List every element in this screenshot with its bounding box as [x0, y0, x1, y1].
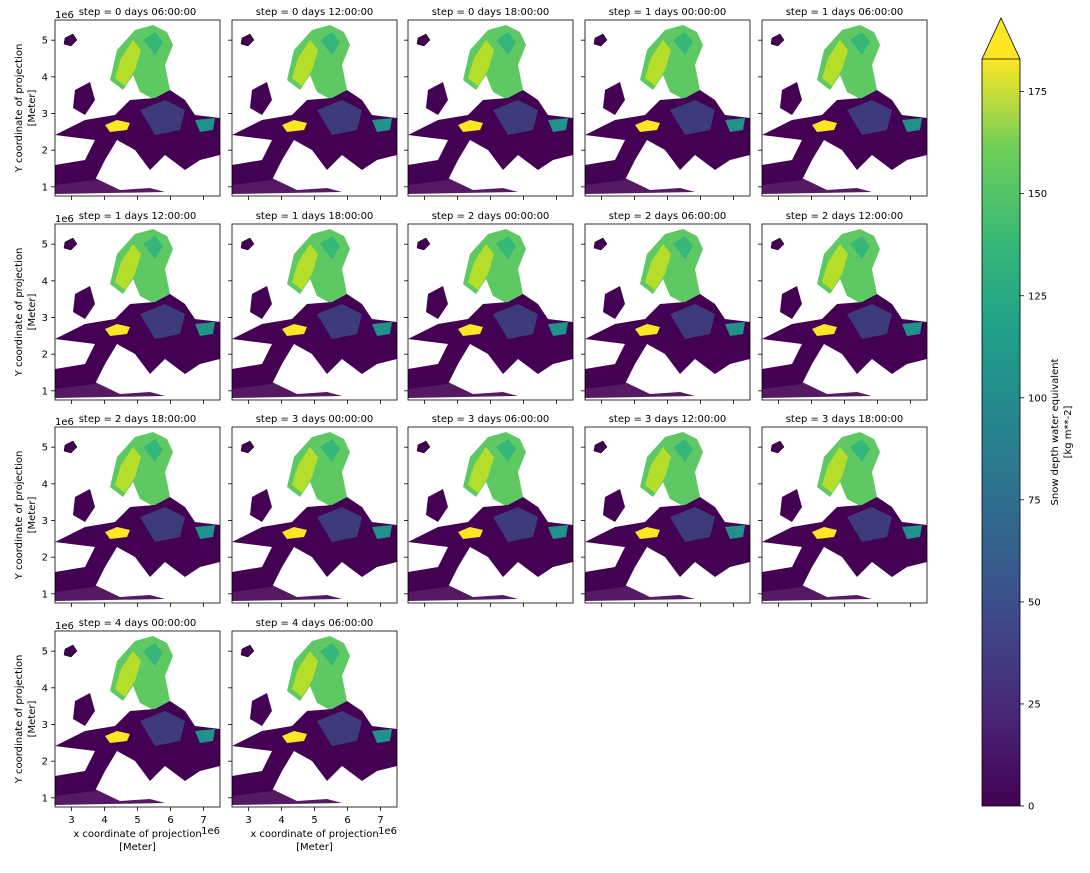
y-tick-label: 4 [42, 683, 48, 694]
colorbar-tick-label: 25 [1028, 699, 1041, 710]
y-tick-label: 5 [42, 443, 48, 454]
panel-title: step = 2 days 18:00:00 [79, 414, 197, 425]
map [585, 228, 750, 399]
panel-title: step = 4 days 06:00:00 [256, 618, 374, 629]
map [585, 431, 750, 602]
x-tick-label: 6 [167, 815, 173, 826]
panel-title: step = 1 days 00:00:00 [609, 7, 727, 18]
y-tick-label: 1 [42, 793, 48, 804]
map [585, 24, 750, 195]
x-tick-label: 3 [245, 815, 251, 826]
x-tick-label: 3 [68, 815, 74, 826]
panel-title: step = 2 days 00:00:00 [432, 211, 550, 222]
y-axis-label: Y coordinate of projection [14, 451, 25, 581]
panel-title: step = 2 days 12:00:00 [786, 211, 904, 222]
map [55, 635, 220, 806]
y-tick-label: 2 [42, 350, 48, 361]
x-tick-label: 4 [278, 815, 284, 826]
panel-title: step = 0 days 18:00:00 [432, 7, 550, 18]
panel-title: step = 4 days 00:00:00 [79, 618, 197, 629]
panel-title: step = 3 days 12:00:00 [609, 414, 727, 425]
colorbar-tick-label: 175 [1028, 87, 1047, 98]
y-tick-label: 1 [42, 589, 48, 600]
map [232, 635, 397, 806]
y-tick-label: 5 [42, 647, 48, 658]
x-axis-label: x coordinate of projection [250, 829, 378, 840]
x-tick-label: 6 [344, 815, 350, 826]
panel-title: step = 1 days 12:00:00 [79, 211, 197, 222]
map [408, 24, 573, 195]
y-tick-label: 1 [42, 182, 48, 193]
x-offset: 1e6 [378, 826, 397, 837]
x-tick-label: 5 [311, 815, 317, 826]
colorbar-tick-label: 75 [1028, 495, 1041, 506]
x-offset: 1e6 [201, 826, 220, 837]
colorbar-label: [kg m**-2] [1063, 405, 1074, 458]
x-axis-label: [Meter] [296, 842, 333, 853]
panel-title: step = 3 days 00:00:00 [256, 414, 374, 425]
y-axis-label: [Meter] [27, 294, 38, 331]
panel-title: step = 1 days 06:00:00 [786, 7, 904, 18]
y-offset: 1e6 [55, 621, 74, 632]
panel-title: step = 0 days 06:00:00 [79, 7, 197, 18]
y-axis-label: [Meter] [27, 701, 38, 738]
map [232, 228, 397, 399]
map [55, 228, 220, 399]
colorbar-label: Snow depth water equivalent [1050, 358, 1061, 505]
colorbar-tick-label: 100 [1028, 393, 1047, 404]
x-tick-label: 7 [377, 815, 383, 826]
x-tick-label: 5 [134, 815, 140, 826]
y-offset: 1e6 [55, 214, 74, 225]
y-tick-label: 3 [42, 313, 48, 324]
panel-title: step = 1 days 18:00:00 [256, 211, 374, 222]
y-axis-label: Y coordinate of projection [14, 655, 25, 785]
y-tick-label: 4 [42, 276, 48, 287]
panel-title: step = 2 days 06:00:00 [609, 211, 727, 222]
y-axis-label: [Meter] [27, 497, 38, 534]
y-tick-label: 4 [42, 479, 48, 490]
y-tick-label: 2 [42, 146, 48, 157]
panel-title: step = 0 days 12:00:00 [256, 7, 374, 18]
x-axis-label: x coordinate of projection [73, 829, 201, 840]
y-offset: 1e6 [55, 10, 74, 21]
y-axis-label: [Meter] [27, 90, 38, 127]
colorbar-tick-label: 125 [1028, 291, 1047, 302]
map [55, 431, 220, 602]
y-tick-label: 4 [42, 72, 48, 83]
panel-title: step = 3 days 18:00:00 [786, 414, 904, 425]
y-tick-label: 3 [42, 109, 48, 120]
x-axis-label: [Meter] [119, 842, 156, 853]
colorbar-extend [981, 17, 1021, 60]
x-tick-label: 7 [200, 815, 206, 826]
y-tick-label: 3 [42, 516, 48, 527]
map [762, 431, 927, 602]
colorbar-tick-label: 150 [1028, 189, 1047, 200]
map [232, 431, 397, 602]
y-offset: 1e6 [55, 417, 74, 428]
y-tick-label: 1 [42, 386, 48, 397]
map [762, 228, 927, 399]
colorbar-tick-label: 0 [1028, 802, 1034, 813]
y-tick-label: 5 [42, 240, 48, 251]
map [55, 24, 220, 195]
colorbar-tick-label: 50 [1028, 597, 1041, 608]
map [232, 24, 397, 195]
colorbar [982, 59, 1020, 806]
y-tick-label: 2 [42, 757, 48, 768]
map [762, 24, 927, 195]
y-tick-label: 5 [42, 36, 48, 47]
panel-title: step = 3 days 06:00:00 [432, 414, 550, 425]
map [408, 228, 573, 399]
map [408, 431, 573, 602]
y-axis-label: Y coordinate of projection [14, 248, 25, 378]
x-tick-label: 4 [101, 815, 107, 826]
y-axis-label: Y coordinate of projection [14, 44, 25, 174]
y-tick-label: 2 [42, 553, 48, 564]
colorbar-frame [981, 59, 1021, 807]
y-tick-label: 3 [42, 720, 48, 731]
